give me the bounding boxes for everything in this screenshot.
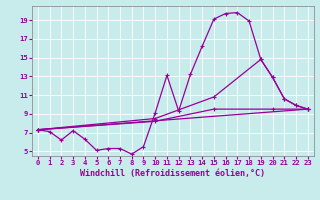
- X-axis label: Windchill (Refroidissement éolien,°C): Windchill (Refroidissement éolien,°C): [80, 169, 265, 178]
